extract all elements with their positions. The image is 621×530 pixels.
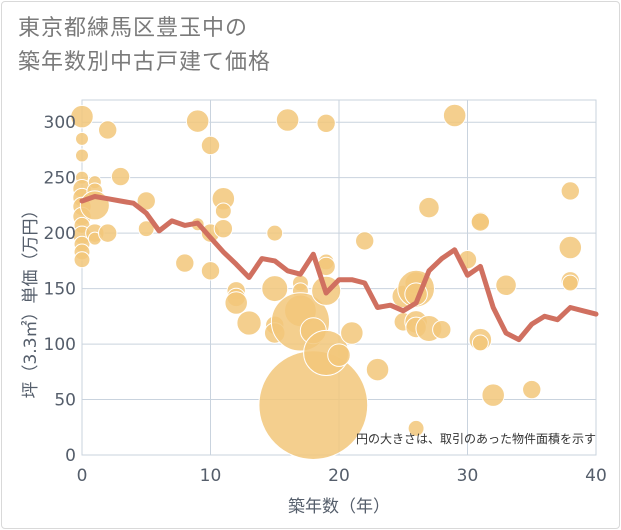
size-note: 円の大きさは、取引のあった物件面積を示す <box>356 431 596 446</box>
bubble-point <box>340 321 364 345</box>
bubble-point <box>137 220 155 238</box>
bubble-point <box>213 218 234 239</box>
bubble-point <box>275 108 300 132</box>
bubble-point <box>522 379 542 400</box>
bubble-point <box>98 120 118 140</box>
series-line <box>79 194 599 343</box>
bubble-point <box>224 291 248 315</box>
bubble-point <box>355 231 375 251</box>
x-axis-title: 築年数（年） <box>288 497 390 517</box>
bubble-point <box>327 343 351 367</box>
bubble-point <box>70 104 94 129</box>
bubble-point <box>175 253 195 273</box>
bubble-point <box>75 148 89 163</box>
x-tick-label: 20 <box>328 466 350 486</box>
bubble-point <box>432 319 452 340</box>
bubble-point <box>442 103 467 128</box>
bubble-point <box>558 235 583 260</box>
y-tick-label: 50 <box>54 391 76 411</box>
bubble-point <box>236 310 262 336</box>
bubble-point <box>266 224 284 242</box>
bubble-point <box>316 113 336 133</box>
bubble-layer <box>70 103 583 460</box>
bubble-point <box>73 251 91 269</box>
bubble-point <box>407 419 425 437</box>
bubble-point <box>470 212 491 232</box>
x-tick-label: 0 <box>77 466 88 486</box>
y-tick-label: 200 <box>44 224 76 244</box>
bubble-point <box>200 135 221 156</box>
bubble-point <box>561 274 579 292</box>
bubble-point <box>471 334 489 352</box>
bubble-point <box>110 166 131 187</box>
bubble-point <box>481 383 505 407</box>
bubble-point <box>200 261 221 281</box>
chart-title-line-1: 東京都練馬区豊玉中の <box>18 16 249 41</box>
bubble-point <box>98 223 118 243</box>
x-tick-labels: 0 10 20 30 40 <box>77 466 607 486</box>
bubble-point <box>495 274 517 297</box>
bubble-point <box>214 202 232 220</box>
bubble-point <box>261 275 289 303</box>
y-tick-label: 300 <box>44 113 76 133</box>
bubble-point <box>185 109 210 133</box>
y-axis-title: 坪（3.3㎡）単価（万円） <box>21 201 41 398</box>
bubble-point <box>560 181 580 201</box>
x-tick-label: 40 <box>585 466 607 486</box>
y-tick-label: 100 <box>44 335 76 355</box>
x-tick-label: 10 <box>200 466 222 486</box>
x-tick-label: 30 <box>457 466 479 486</box>
y-tick-labels: 0 50 100 150 200 250 300 <box>44 113 76 466</box>
bubble-point <box>418 196 440 219</box>
chart-title-line-2: 築年数別中古戸建て価格 <box>18 50 272 75</box>
y-tick-label: 0 <box>65 446 76 466</box>
y-tick-label: 250 <box>44 169 76 189</box>
bubble-point <box>75 131 89 146</box>
chart-title: 東京都練馬区豊玉中の 築年数別中古戸建て価格 <box>18 12 271 80</box>
y-tick-label: 150 <box>44 280 76 300</box>
bubble-point <box>365 357 390 382</box>
